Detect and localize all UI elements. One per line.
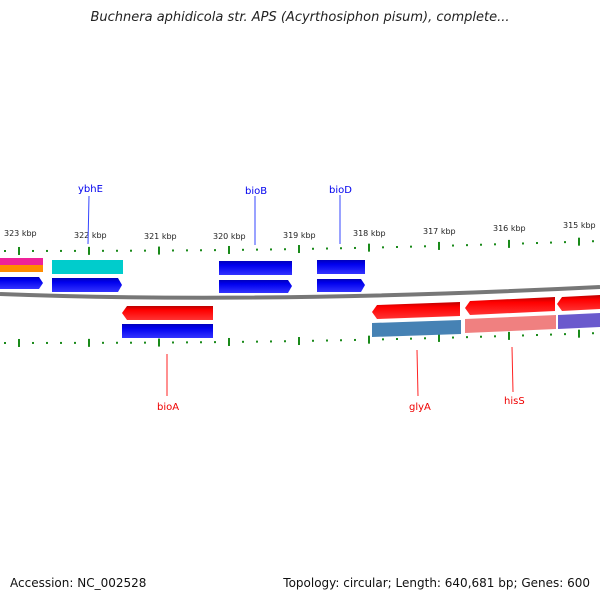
feature-ybhE-cyan[interactable] (52, 260, 123, 274)
label-line (87, 195, 90, 245)
ruler-label: 316 kbp (493, 224, 526, 233)
feature-forward[interactable] (52, 278, 122, 292)
accession-text: Accession: NC_002528 (10, 576, 147, 590)
ruler-label: 321 kbp (144, 232, 177, 241)
feature-pink[interactable] (0, 258, 43, 265)
tick-marks (4, 237, 594, 347)
ruler-label: 318 kbp (353, 229, 386, 238)
feature-bioB[interactable] (219, 261, 292, 275)
gene-label-glyA[interactable]: glyA (409, 402, 431, 413)
feature-hisS[interactable] (465, 297, 555, 315)
ruler-label: 320 kbp (213, 232, 246, 241)
gene-label-hisS[interactable]: hisS (504, 396, 525, 407)
feature-reverse-blue[interactable] (122, 324, 213, 338)
feature-forward[interactable] (0, 277, 43, 289)
ruler-label: 319 kbp (283, 231, 316, 240)
gene-label-bioA[interactable]: bioA (157, 402, 179, 413)
gene-label-bioD[interactable]: bioD (329, 185, 352, 196)
gene-label-bioB[interactable]: bioB (245, 186, 267, 197)
feature-bioD[interactable] (317, 260, 365, 274)
feature-slateblue[interactable] (558, 313, 600, 329)
feature-forward[interactable] (219, 280, 292, 293)
label-line (511, 346, 514, 393)
genome-summary-text: Topology: circular; Length: 640,681 bp; … (283, 576, 590, 590)
ruler-label: 322 kbp (74, 231, 107, 240)
feature-lightcoral[interactable] (465, 315, 556, 333)
ruler-label: 323 kbp (4, 229, 37, 238)
feature-reverse[interactable] (557, 295, 600, 311)
feature-glyA[interactable] (372, 302, 460, 319)
backbone (0, 285, 600, 300)
label-line (416, 349, 419, 397)
feature-bioA[interactable] (122, 306, 213, 320)
ruler-label: 315 kbp (563, 221, 596, 230)
feature-orange[interactable] (0, 265, 43, 272)
feature-steelblue[interactable] (372, 320, 461, 337)
gene-label-ybhE[interactable]: ybhE (78, 184, 103, 195)
feature-forward[interactable] (317, 279, 365, 292)
ruler-label: 317 kbp (423, 227, 456, 236)
map-title: Buchnera aphidicola str. APS (Acyrthosip… (90, 10, 510, 25)
